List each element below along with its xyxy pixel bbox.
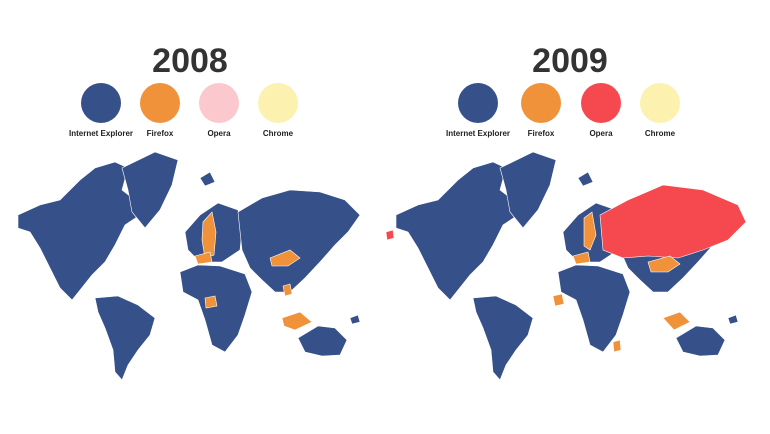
country-region [194,251,213,265]
country-region [385,229,395,241]
legend-swatch [581,83,621,123]
panel: 2008 Internet Explorer Firefox Opera Chrome [17,42,361,381]
legend-swatch [199,83,239,123]
country-region [297,325,348,357]
country-region [395,161,519,301]
country-region [572,251,591,265]
country-region [282,283,293,297]
legend-label: Opera [207,129,231,138]
country-region [204,295,218,309]
country-region [199,171,216,187]
country-region [557,264,631,353]
legend-swatch [140,83,180,123]
year-title: 2008 [152,42,228,80]
legend-swatch [458,83,498,123]
legend-label: Firefox [147,129,174,138]
country-region [662,311,691,331]
legend-label: Internet Explorer [69,129,133,138]
legend-label: Chrome [263,129,294,138]
legend-swatch [81,83,121,123]
country-region [349,314,361,325]
country-region [17,161,141,301]
legend-label: Opera [589,129,613,138]
country-region [552,293,565,307]
country-region [237,189,361,293]
world-map [385,151,747,381]
legend-swatch [521,83,561,123]
country-region [94,295,156,381]
panel: 2009 Internet Explorer Firefox Opera Chrome [385,42,747,381]
country-region [675,325,726,357]
country-region [599,184,747,259]
legend-label: Firefox [528,129,555,138]
country-region [647,255,681,273]
country-region [577,171,594,187]
country-region [612,339,622,353]
country-region [201,211,217,259]
country-region [269,249,301,267]
country-region [583,211,597,251]
year-title: 2009 [532,42,608,80]
legend-swatch [640,83,680,123]
world-map [17,151,361,381]
country-region [281,311,313,331]
legend-label: Chrome [645,129,676,138]
legend-swatch [258,83,298,123]
country-region [179,264,253,353]
legend-label: Internet Explorer [446,129,510,138]
country-region [499,151,557,229]
country-region [121,151,179,229]
country-region [727,314,739,325]
country-region [472,295,534,381]
